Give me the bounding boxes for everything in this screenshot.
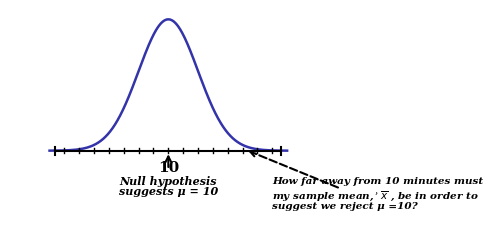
Text: How far away from 10 minutes must: How far away from 10 minutes must (272, 177, 484, 186)
Text: suggest we reject μ =10?: suggest we reject μ =10? (272, 202, 418, 211)
Text: suggests μ = 10: suggests μ = 10 (118, 186, 218, 197)
Text: my sample mean,ʾ $\overline{x}$ , be in order to: my sample mean,ʾ $\overline{x}$ , be in … (272, 190, 479, 203)
Text: 10: 10 (158, 161, 179, 175)
Text: Null hypothesis: Null hypothesis (120, 176, 217, 187)
